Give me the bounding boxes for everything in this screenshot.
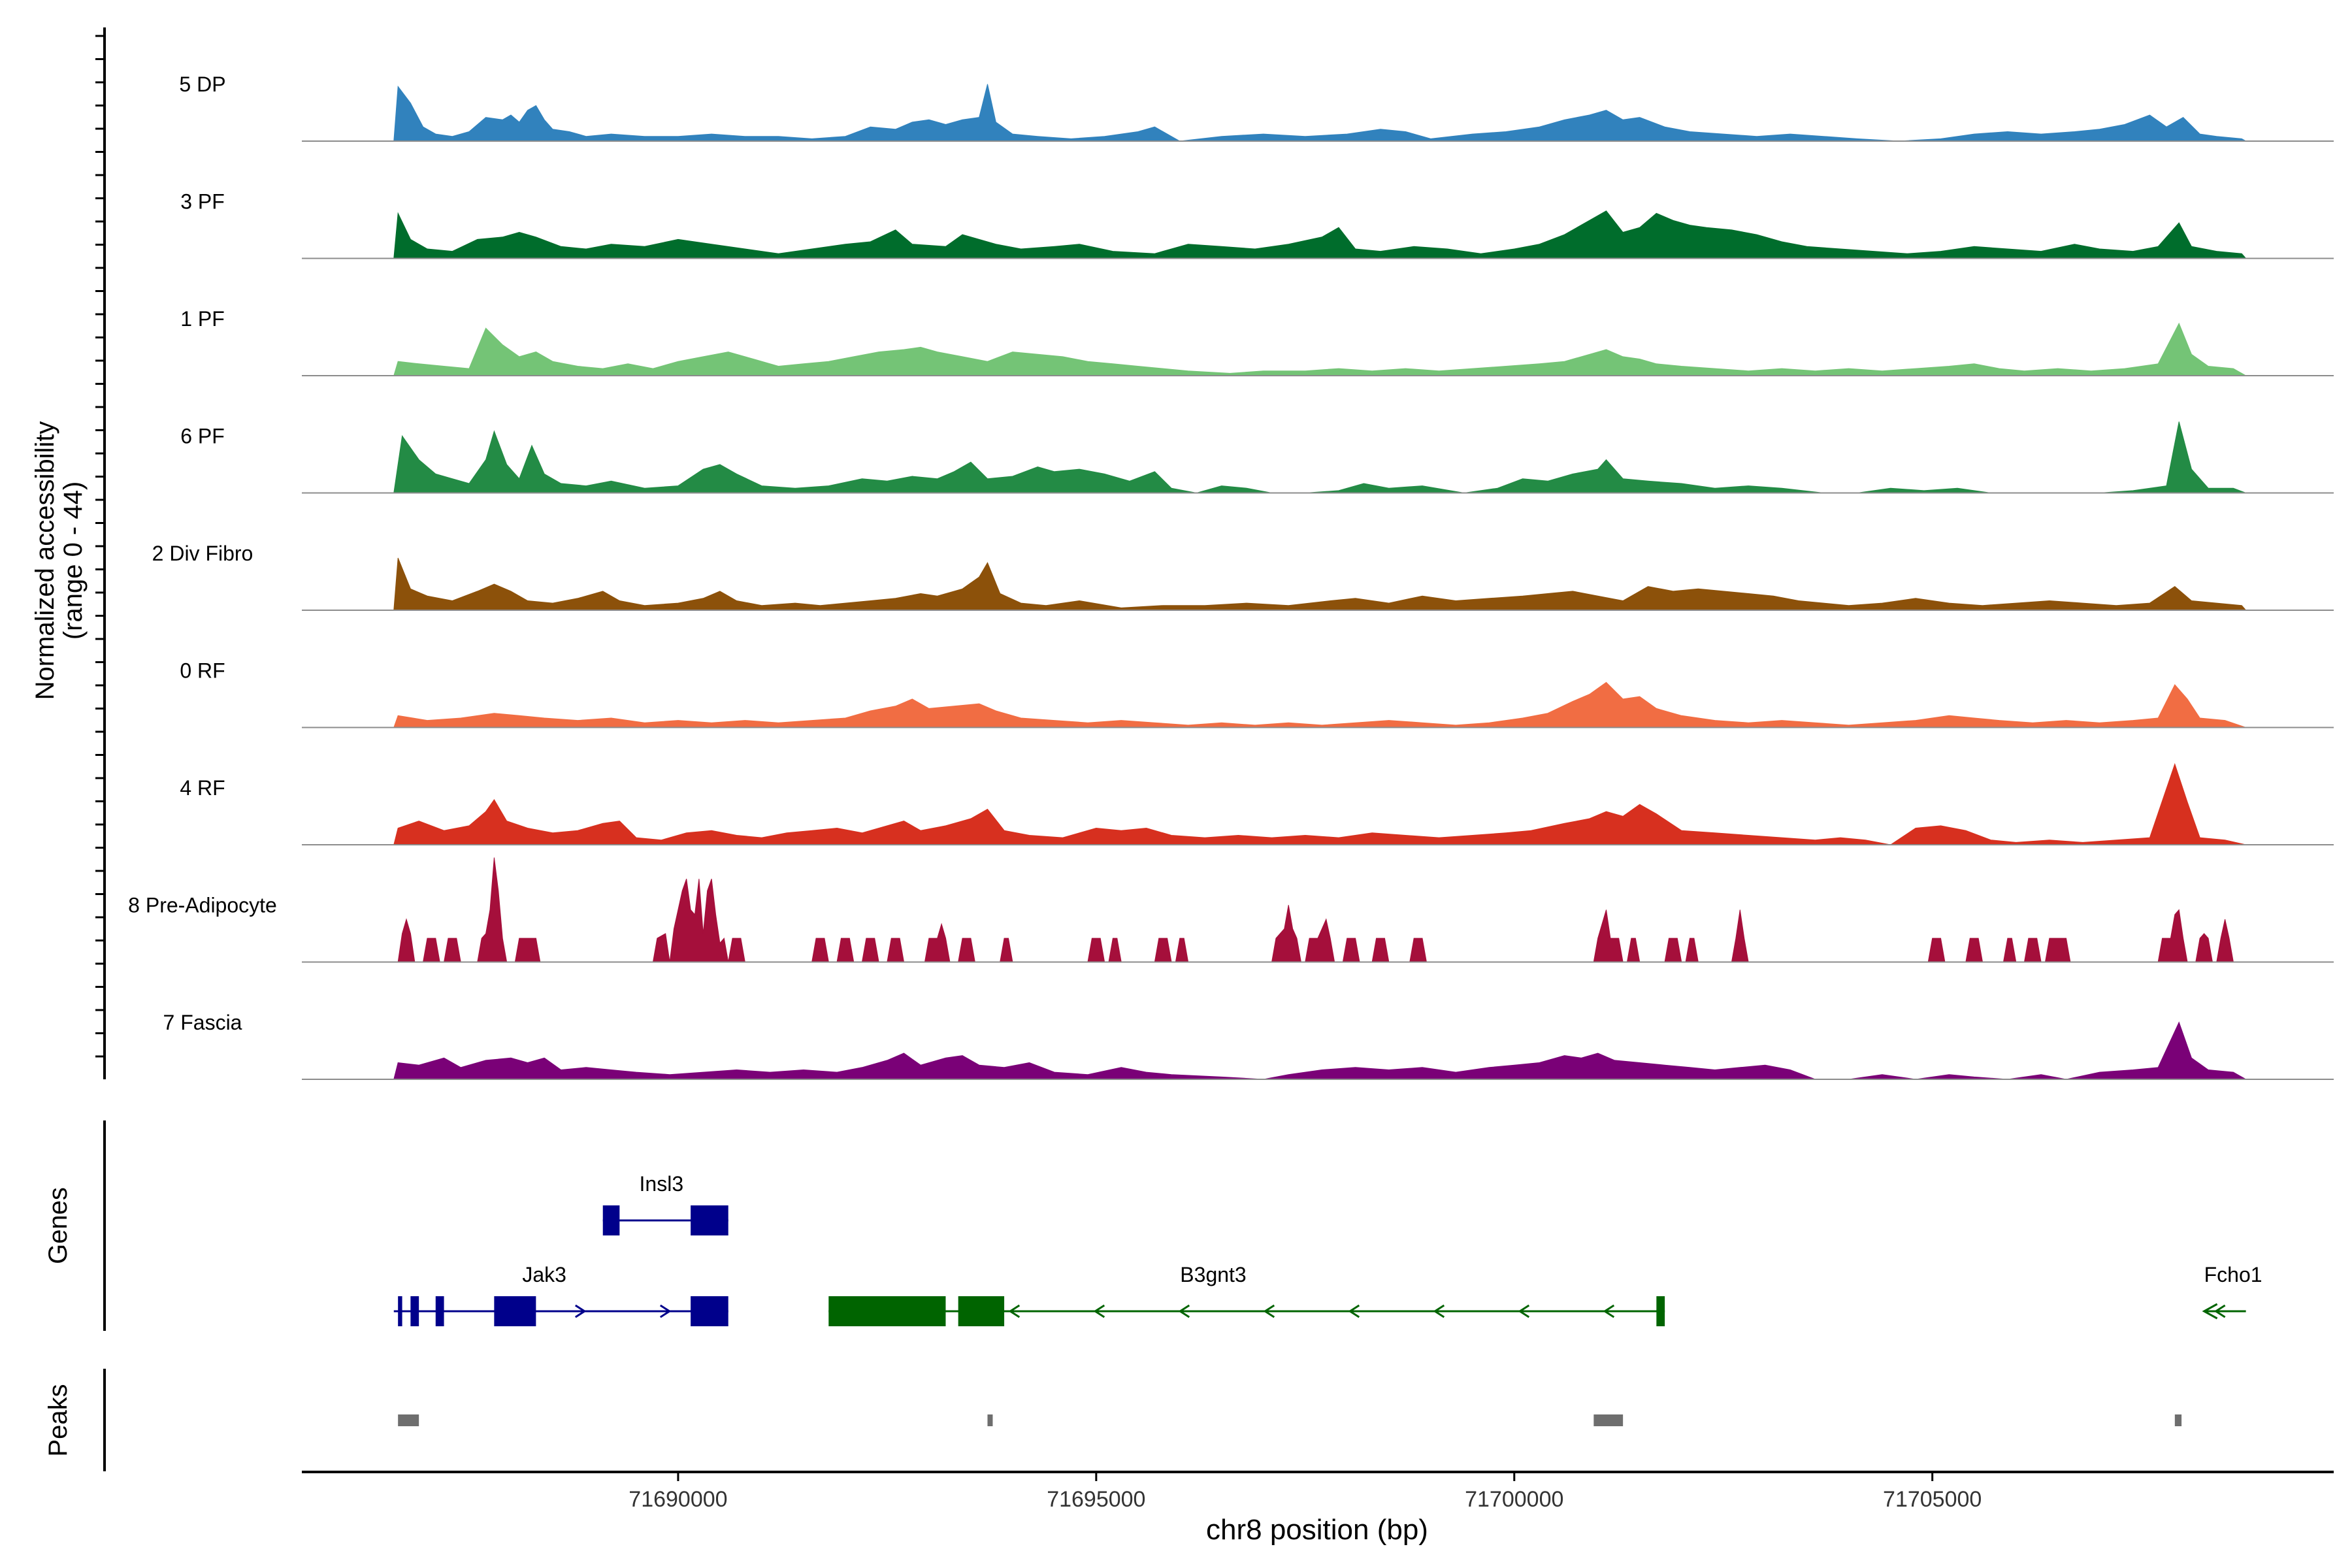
coverage-area — [393, 681, 2246, 728]
coverage-area — [393, 557, 2247, 611]
y-axis-title-line1: Normalized accessibility — [31, 421, 59, 700]
coverage-area — [393, 1021, 2247, 1080]
track-label: 8 Pre-Adipocyte — [128, 894, 277, 917]
track-label: 2 Div Fibro — [152, 542, 253, 565]
coverage-area — [393, 322, 2247, 376]
gene-label: Insl3 — [640, 1172, 684, 1196]
x-tick-label: 71695000 — [1047, 1487, 1145, 1512]
strand-arrow — [1348, 1304, 1360, 1318]
track-label: 5 DP — [179, 73, 225, 96]
exon — [691, 1205, 728, 1235]
strand-arrow — [1178, 1304, 1190, 1318]
gene-fcho1: Fcho1 — [2202, 1263, 2262, 1320]
exon — [602, 1205, 620, 1235]
track-0-rf: 0 RF — [180, 659, 2334, 728]
coverage-area — [393, 762, 2246, 845]
exon — [1656, 1296, 1665, 1326]
strand-arrow — [659, 1304, 672, 1318]
gene-label: Fcho1 — [2204, 1263, 2262, 1286]
exon — [435, 1296, 444, 1326]
strand-arrow — [1263, 1304, 1275, 1318]
track-2-div-fibro: 2 Div Fibro — [152, 542, 2334, 611]
track-label: 6 PF — [180, 425, 225, 448]
track-label: 1 PF — [180, 307, 225, 331]
track-1-pf: 1 PF — [180, 307, 2334, 376]
coverage-tracks: 5 DP 3 PF 1 PF 6 PF 2 Div Fibro 0 RF 4 RF 8 Pre… — [128, 73, 2334, 1080]
gene-label: B3gnt3 — [1180, 1263, 1246, 1286]
y-axis-title-line2: (range 0 - 44) — [59, 482, 88, 640]
x-axis-ticks: 71690000 71695000 71700000 71705000 — [629, 1472, 1982, 1512]
gene-label: Jak3 — [522, 1263, 566, 1286]
track-7-fascia: 7 Fascia — [163, 1011, 2334, 1080]
peak — [987, 1414, 993, 1426]
track-label: 4 RF — [180, 776, 225, 800]
track-4-rf: 4 RF — [180, 762, 2334, 845]
exon — [958, 1296, 1005, 1326]
strand-arrow — [1008, 1304, 1021, 1318]
x-tick-label: 71705000 — [1883, 1487, 1982, 1512]
x-tick-label: 71700000 — [1465, 1487, 1563, 1512]
strand-arrow — [2202, 1303, 2218, 1320]
track-5-dp: 5 DP — [179, 73, 2334, 142]
coverage-area — [393, 210, 2247, 259]
genes-panel-label: Genes — [44, 1187, 73, 1264]
gene-annotations: Insl3 Jak3 B3gnt3 Fcho1 — [393, 1172, 2262, 1326]
x-tick-label: 71690000 — [629, 1487, 727, 1512]
coverage-y-ticks — [95, 35, 105, 1058]
strand-arrow — [1518, 1304, 1530, 1318]
peak — [2174, 1414, 2182, 1426]
track-6-pf: 6 PF — [180, 421, 2334, 494]
peak — [1593, 1414, 1624, 1426]
track-3-pf: 3 PF — [180, 190, 2334, 259]
peak — [398, 1414, 419, 1426]
coverage-area — [393, 84, 2247, 142]
gene-jak3: Jak3 — [393, 1263, 728, 1326]
peak-regions — [398, 1414, 2182, 1426]
strand-arrow — [1603, 1304, 1615, 1318]
track-label: 7 Fascia — [163, 1011, 242, 1034]
gene-b3gnt3: B3gnt3 — [828, 1263, 1665, 1326]
strand-arrow — [1433, 1304, 1445, 1318]
exon — [410, 1296, 419, 1326]
x-axis-title: chr8 position (bp) — [1206, 1514, 1428, 1546]
peaks-panel-label: Peaks — [44, 1384, 73, 1456]
exon — [828, 1296, 946, 1326]
exon — [691, 1296, 728, 1326]
gene-insl3: Insl3 — [602, 1172, 728, 1235]
strand-arrow — [2213, 1304, 2226, 1318]
exon — [398, 1296, 402, 1326]
track-8-pre-adipocyte: 8 Pre-Adipocyte — [128, 857, 2334, 963]
track-label: 0 RF — [180, 659, 225, 683]
exon — [494, 1296, 536, 1326]
strand-arrow — [574, 1304, 587, 1318]
track-label: 3 PF — [180, 190, 225, 214]
strand-arrow — [1093, 1304, 1105, 1318]
